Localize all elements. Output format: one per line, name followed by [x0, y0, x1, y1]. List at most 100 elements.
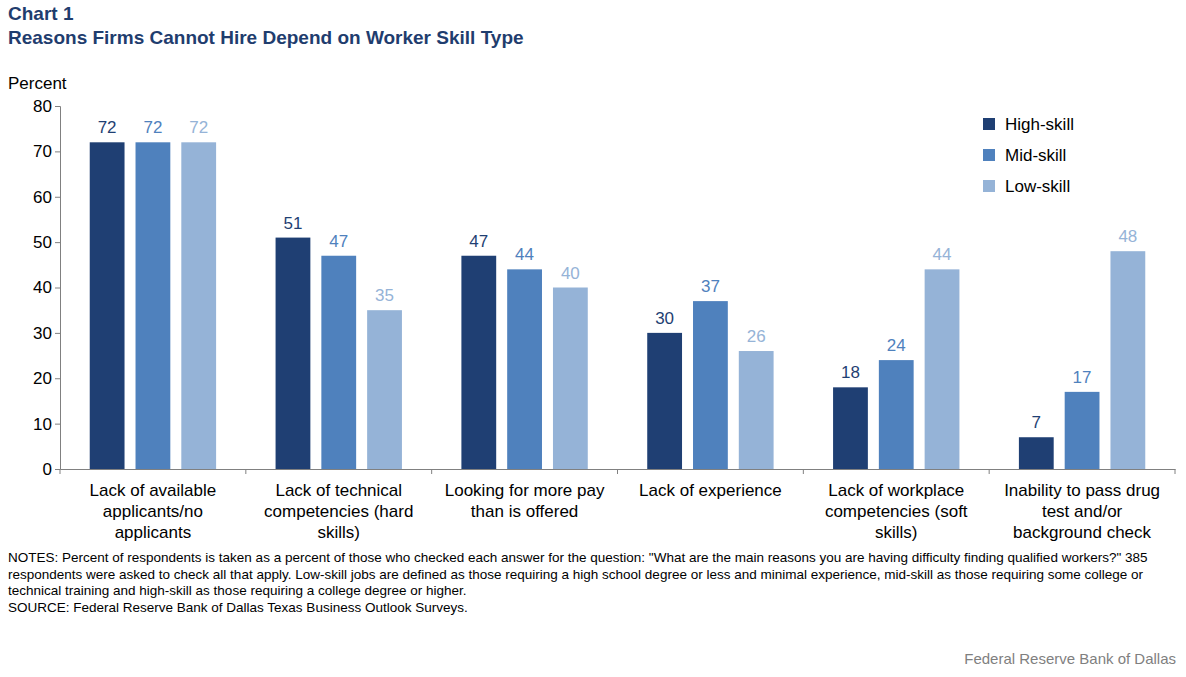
y-tick-mark: [55, 288, 60, 289]
bar: [1065, 392, 1100, 469]
data-label: 51: [284, 214, 303, 233]
data-label: 72: [189, 118, 208, 137]
bar: [647, 333, 682, 469]
y-tick: 70: [33, 142, 60, 161]
bar: [321, 256, 356, 469]
x-tick: Looking for more paythan is offered: [445, 469, 605, 521]
bar: [276, 238, 311, 469]
bar: [879, 360, 914, 469]
bar: [136, 142, 171, 469]
notes: NOTES: Percent of respondents is taken a…: [8, 550, 1147, 598]
x-tick: Lack of workplacecompetencies (softskill…: [825, 469, 968, 542]
y-axis-title: Percent: [8, 74, 67, 93]
x-tick: Lack of availableapplicants/noapplicants: [90, 469, 217, 542]
legend-entry: High-skill: [983, 115, 1074, 134]
chart: Chart 1 Reasons Firms Cannot Hire Depend …: [0, 0, 1186, 677]
y-tick-label: 40: [33, 278, 52, 297]
data-label: 26: [747, 327, 766, 346]
y-tick-label: 20: [33, 369, 52, 388]
data-label: 47: [469, 232, 488, 251]
y-tick: 80: [33, 97, 60, 116]
category-separators: [60, 469, 1175, 474]
legend-swatch: [983, 149, 995, 161]
y-tick-mark: [55, 469, 60, 470]
category-separator: [989, 469, 990, 474]
data-label: 48: [1118, 227, 1137, 246]
legend-label: Mid-skill: [1005, 146, 1066, 165]
data-label: 44: [933, 245, 952, 264]
legend-swatch: [983, 118, 995, 130]
x-tick: Lack of experience: [639, 469, 782, 500]
data-label: 37: [701, 277, 720, 296]
data-label: 17: [1073, 368, 1092, 387]
y-tick-mark: [55, 242, 60, 243]
x-tick-label: Lack of experience: [639, 481, 782, 500]
legend-entry: Low-skill: [983, 177, 1070, 196]
x-axis: Lack of availableapplicants/noapplicants…: [61, 469, 1176, 542]
bars: [90, 142, 1146, 469]
category-separator: [617, 469, 618, 474]
y-tick-label: 60: [33, 188, 52, 207]
bar: [739, 351, 774, 469]
legend-label: High-skill: [1005, 115, 1074, 134]
x-tick-label: Lack of workplacecompetencies (softskill…: [825, 481, 968, 542]
bar-series: [136, 142, 1100, 469]
y-tick: 50: [33, 233, 60, 252]
y-tick-mark: [55, 333, 60, 334]
bar: [1110, 251, 1145, 469]
y-tick-label: 70: [33, 142, 52, 161]
data-labels: 72514730187724744372417723540264448: [98, 118, 1138, 432]
bar: [90, 142, 125, 469]
data-label: 18: [841, 363, 860, 382]
y-tick: 10: [33, 415, 60, 434]
credit: Federal Reserve Bank of Dallas: [964, 650, 1176, 667]
x-tick-label: Lack of availableapplicants/noapplicants: [90, 481, 217, 542]
x-tick-label: Lack of technicalcompetencies (hardskill…: [264, 481, 413, 542]
y-tick-mark: [55, 106, 60, 107]
category-separator: [245, 469, 246, 474]
title: Reasons Firms Cannot Hire Depend on Work…: [8, 27, 524, 48]
y-tick-label: 80: [33, 97, 52, 116]
category-separator: [803, 469, 804, 474]
bar: [925, 269, 960, 469]
legend-entry: Mid-skill: [983, 146, 1066, 165]
x-tick-label: Looking for more paythan is offered: [445, 481, 605, 521]
y-tick-mark: [55, 197, 60, 198]
data-label: 30: [655, 309, 674, 328]
legend: High-skill Mid-skill Low-skill: [983, 115, 1074, 196]
y-tick: 60: [33, 188, 60, 207]
data-label: 24: [887, 336, 906, 355]
y-tick: 40: [33, 278, 60, 297]
bar: [833, 387, 868, 469]
x-tick-label: Inability to pass drugtest and/orbackgro…: [1004, 481, 1160, 542]
y-tick: 30: [33, 324, 60, 343]
y-tick-mark: [55, 378, 60, 379]
y-tick-label: 0: [43, 460, 52, 479]
x-tick: Lack of technicalcompetencies (hardskill…: [264, 469, 413, 542]
y-axis-line: [55, 107, 61, 470]
y-tick: 20: [33, 369, 60, 388]
data-label: 7: [1032, 413, 1041, 432]
y-tick-label: 50: [33, 233, 52, 252]
y-axis: 0 10 20 30 40 50 60 70 80: [33, 97, 60, 479]
bar: [693, 301, 728, 469]
category-separator: [1175, 469, 1176, 474]
data-label: 44: [515, 245, 534, 264]
data-label: 47: [329, 232, 348, 251]
bar: [553, 288, 588, 470]
data-label: 72: [143, 118, 162, 137]
y-tick-label: 30: [33, 324, 52, 343]
data-label: 35: [375, 286, 394, 305]
legend-swatch: [983, 180, 995, 192]
chart-number: Chart 1: [8, 3, 74, 24]
x-tick: Inability to pass drugtest and/orbackgro…: [1004, 469, 1160, 542]
bar: [507, 269, 542, 469]
category-separator: [60, 469, 61, 474]
bar: [461, 256, 496, 469]
y-tick-mark: [55, 424, 60, 425]
bar: [181, 142, 216, 469]
y-tick-label: 10: [33, 415, 52, 434]
y-tick-mark: [55, 151, 60, 152]
bar: [367, 310, 402, 469]
legend-label: Low-skill: [1005, 177, 1070, 196]
